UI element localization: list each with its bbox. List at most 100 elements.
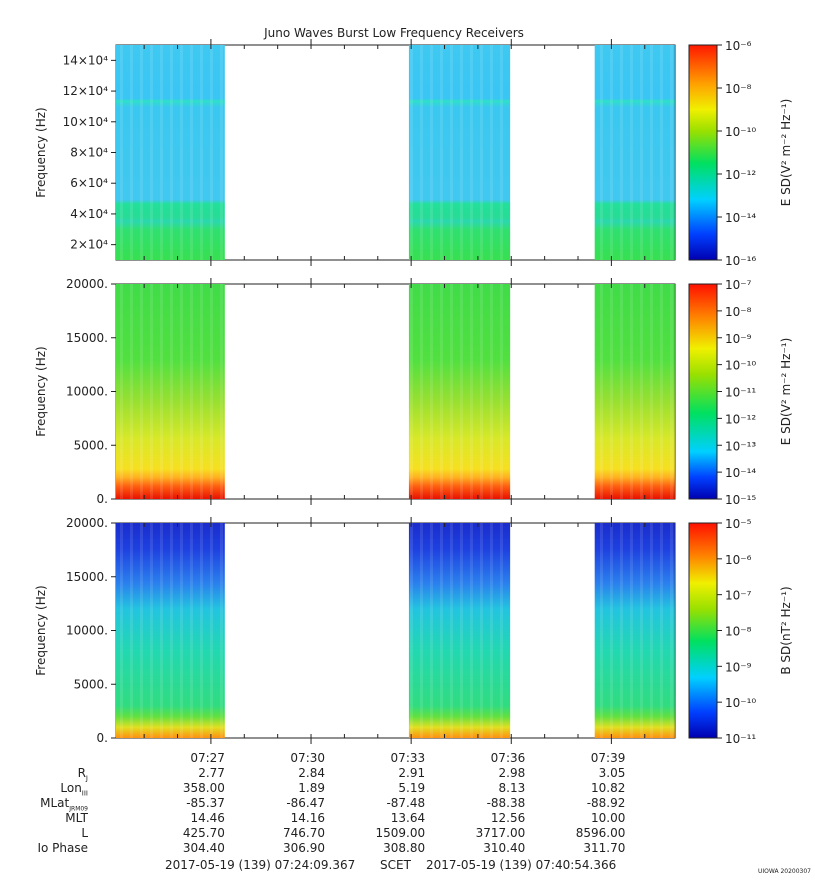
ephemeris-value: 14.46 <box>190 811 225 825</box>
y-tick-label: 10×10⁴ <box>63 115 109 129</box>
ephemeris-value: 8596.00 <box>575 826 626 840</box>
chart-title: Juno Waves Burst Low Frequency Receivers <box>263 26 524 40</box>
colorbar-tick-label: 10⁻¹⁴ <box>725 466 756 480</box>
ephemeris-value: 425.70 <box>182 826 225 840</box>
colorbar-tick-label: 10⁻¹⁰ <box>725 696 756 710</box>
ephemeris-value: 2.91 <box>398 766 426 780</box>
spectrogram-texture <box>594 45 675 260</box>
colorbar-tick-label: 10⁻¹⁰ <box>725 125 756 139</box>
y-tick-label: 12×10⁴ <box>63 84 109 98</box>
eph-label-lon: LonIII <box>60 781 88 798</box>
ephemeris-value: -86.47 <box>286 796 326 810</box>
colorbar-tick-label: 10⁻¹¹ <box>725 732 756 746</box>
ephemeris-value: 2.84 <box>298 766 326 780</box>
y-tick-label: 15000. <box>66 570 108 584</box>
colorbar-tick-label: 10⁻¹⁵ <box>725 493 756 507</box>
y-tick-label: 2×10⁴ <box>70 238 108 252</box>
colorbar-label: B SD(nT² Hz⁻¹) <box>779 586 793 674</box>
spectrogram-texture <box>115 523 225 738</box>
y-axis-label: Frequency (Hz) <box>34 107 48 198</box>
ephemeris-value: 3717.00 <box>475 826 526 840</box>
eph-label-rj: RJ <box>77 766 88 783</box>
ephemeris-value: 14.16 <box>290 811 326 825</box>
y-tick-label: 10000. <box>66 385 108 399</box>
y-axis-label: Frequency (Hz) <box>34 346 48 437</box>
eph-label-l: L <box>81 826 88 840</box>
ephemeris-value: 304.40 <box>182 841 225 855</box>
colorbar-tick-label: 10⁻¹² <box>725 168 756 182</box>
footer-scet: SCET <box>380 858 411 872</box>
ephemeris-value: 10.82 <box>591 781 626 795</box>
footer-end-time: 2017-05-19 (139) 07:40:54.366 <box>426 858 617 872</box>
spectrogram-texture <box>594 523 675 738</box>
colorbar-tick-label: 10⁻¹¹ <box>725 386 756 400</box>
time-ticks: 07:27 07:30 07:33 07:36 07:39 <box>143 39 646 765</box>
colorbar-tick-label: 10⁻⁶ <box>725 553 752 567</box>
panel-2: 0. 5000. 10000. 15000. 20000. Frequency (Hz) 1… <box>34 277 793 507</box>
colorbar-tick-label: 10⁻¹³ <box>725 439 756 453</box>
ephemeris-value: 311.70 <box>583 841 626 855</box>
colorbar-tick-label: 10⁻⁹ <box>725 660 752 674</box>
eph-label-mlt: MLT <box>65 811 88 825</box>
spectrogram-texture <box>408 45 511 260</box>
spectrogram-texture <box>408 284 511 499</box>
spectrogram-texture <box>115 284 225 499</box>
spectrogram-texture <box>408 523 511 738</box>
colorbar-3 <box>688 522 718 739</box>
eph-label-io-phase: Io Phase <box>37 841 88 855</box>
y-tick-label: 20000. <box>66 516 108 530</box>
y-tick-label: 10000. <box>66 624 108 638</box>
colorbar-tick-label: 10⁻¹⁴ <box>725 211 756 225</box>
colorbar-tick-label: 10⁻¹² <box>725 412 756 426</box>
ephemeris-value: 1.89 <box>298 781 326 795</box>
footer-start-time: 2017-05-19 (139) 07:24:09.367 <box>165 858 356 872</box>
y-tick-label: 15000. <box>66 331 108 345</box>
colorbar-tick-label: 10⁻⁸ <box>725 305 752 319</box>
colorbar-1 <box>688 44 718 261</box>
colorbar-tick-label: 10⁻⁸ <box>725 82 752 96</box>
time-tick-label: 07:27 <box>190 751 225 765</box>
panels-group: 2×10⁴ 4×10⁴ 6×10⁴ 8×10⁴ 10×10⁴ 12×10⁴ 14×10⁴ Fr… <box>34 39 793 746</box>
time-tick-label: 07:36 <box>491 751 526 765</box>
ephemeris-value: 10.00 <box>591 811 626 825</box>
y-tick-label: 14×10⁴ <box>63 53 109 67</box>
colorbar-tick-label: 10⁻¹⁶ <box>725 254 756 268</box>
ephemeris-value: 3.05 <box>598 766 626 780</box>
y-tick-label: 4×10⁴ <box>70 207 108 221</box>
ephemeris-value: 310.40 <box>483 841 526 855</box>
colorbar-label: E SD(V² m⁻² Hz⁻¹) <box>779 338 793 446</box>
ephemeris-value: -87.48 <box>386 796 426 810</box>
ephemeris-value: 12.56 <box>490 811 526 825</box>
ephemeris-value: 13.64 <box>390 811 426 825</box>
y-tick-label: 6×10⁴ <box>70 176 108 190</box>
y-tick-label: 8×10⁴ <box>70 146 108 160</box>
y-tick-label: 0. <box>97 492 108 506</box>
ephemeris-value: 308.80 <box>383 841 426 855</box>
colorbar-tick-label: 10⁻¹⁰ <box>725 359 756 373</box>
spectrogram-texture <box>115 45 225 260</box>
colorbar-tick-label: 10⁻⁷ <box>725 589 752 603</box>
ephemeris-value: 1509.00 <box>375 826 426 840</box>
y-tick-label: 5000. <box>74 438 108 452</box>
colorbar-tick-label: 10⁻⁸ <box>725 625 752 639</box>
colorbar-tick-label: 10⁻⁶ <box>725 39 752 53</box>
time-tick-label: 07:39 <box>591 751 626 765</box>
y-axis-label: Frequency (Hz) <box>34 585 48 676</box>
ephemeris-value: -88.38 <box>486 796 526 810</box>
panel-3: 0. 5000. 10000. 15000. 20000. Frequency (Hz) 1… <box>34 516 793 746</box>
ephemeris-value: -88.92 <box>586 796 626 810</box>
ephemeris-value: 746.70 <box>283 826 326 840</box>
ephemeris-value: 5.19 <box>398 781 426 795</box>
panel-1: 2×10⁴ 4×10⁴ 6×10⁴ 8×10⁴ 10×10⁴ 12×10⁴ 14×10⁴ Fr… <box>34 39 793 268</box>
ephemeris-value: 8.13 <box>498 781 526 795</box>
time-tick-label: 07:30 <box>290 751 325 765</box>
colorbar-tick-label: 10⁻⁷ <box>725 278 752 292</box>
colorbar-label: E SD(V² m⁻² Hz⁻¹) <box>779 99 793 207</box>
spectrogram-texture <box>594 284 675 499</box>
colorbar-2 <box>688 283 718 500</box>
uiowa-stamp: UIOWA 20200307 <box>757 868 811 875</box>
ephemeris-value: 306.90 <box>283 841 326 855</box>
ephemeris-value: 2.98 <box>498 766 526 780</box>
y-tick-label: 20000. <box>66 277 108 291</box>
